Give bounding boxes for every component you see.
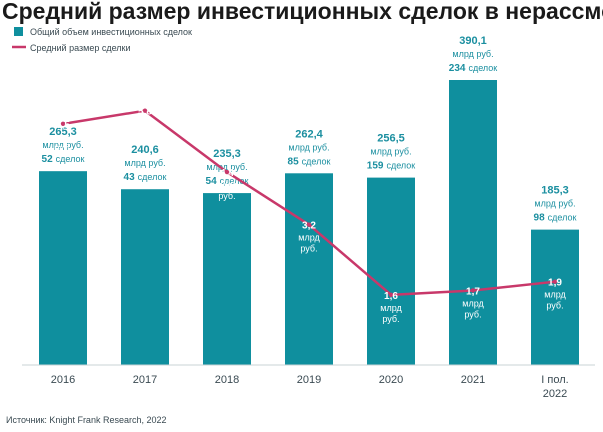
avg-deal-point [552, 279, 558, 284]
x-tick-label: 2019 [297, 374, 321, 386]
avg-deal-point [306, 222, 312, 227]
bar-value-label: 256,5 [377, 133, 405, 145]
bar-2018 [203, 193, 251, 365]
bar-deals-label: 54 сделок [206, 176, 249, 187]
avg-deal-unit-label: млрд [52, 132, 74, 142]
deals-count: 159 [367, 161, 384, 172]
deals-count: 98 [534, 213, 546, 224]
avg-deal-unit-label: руб. [382, 314, 399, 324]
x-ticks-layer: 2016 2017 2018 2019 2020 2021 I пол. 2022 [51, 374, 569, 400]
deals-count: 54 [206, 176, 218, 187]
bar-deals-label: 85 сделок [288, 156, 331, 167]
legend-line-label: Средний размер сделки [30, 43, 131, 53]
bars-layer [39, 80, 579, 365]
page-title: Средний размер инвестиционных сделок в н… [2, 0, 603, 24]
bar-value-label: 265,3 [49, 126, 77, 138]
avg-deal-unit-label: руб. [136, 130, 153, 140]
bar-deals-label: 98 сделок [534, 213, 577, 224]
deals-count: 43 [124, 172, 136, 183]
avg-deal-value-label: 5,5 [56, 120, 70, 131]
bar-unit-label: млрд руб. [452, 49, 493, 59]
avg-deal-point [142, 108, 148, 113]
legend-bar-label: Общий объем инвестиционных сделок [30, 27, 192, 37]
inbar-labels-layer: 5,5млрдруб.5,8млрдруб.4,4млрдруб.3,2млрд… [52, 107, 566, 324]
bar-I пол. 2022 [531, 229, 579, 365]
deals-word: сделок [386, 161, 415, 171]
avg-deal-unit-label: руб. [546, 301, 563, 311]
bar-unit-label: млрд руб. [370, 147, 411, 157]
bar-value-label: 390,1 [459, 35, 487, 47]
line-layer [60, 108, 558, 298]
avg-deal-value-label: 4,4 [220, 168, 234, 179]
avg-deal-value-label: 5,8 [138, 107, 152, 118]
avg-deal-unit-label: млрд [544, 290, 566, 300]
deals-word: сделок [548, 213, 577, 223]
deals-word: сделок [56, 154, 85, 164]
avg-deal-unit-label: руб. [218, 191, 235, 201]
deals-count: 234 [449, 63, 466, 74]
avg-deal-value-label: 1,9 [548, 278, 562, 289]
deals-word: сделок [138, 172, 167, 182]
bar-unit-label: млрд руб. [206, 162, 247, 172]
deals-count: 52 [42, 154, 54, 165]
avg-deal-unit-label: руб. [300, 244, 317, 254]
bar-value-label: 235,3 [213, 148, 241, 160]
x-tick-label: 2017 [133, 374, 157, 386]
bar-value-label: 185,3 [541, 185, 569, 197]
bar-value-label: 240,6 [131, 144, 159, 156]
bar-value-label: 262,4 [295, 128, 323, 140]
avg-deal-unit-label: млрд [462, 298, 484, 308]
deals-word: сделок [302, 156, 331, 166]
avg-deal-unit-label: млрд [380, 303, 402, 313]
x-tick-label: 2021 [461, 374, 485, 386]
avg-deal-point [470, 288, 476, 293]
avg-deal-unit-label: млрд [298, 233, 320, 243]
bar-unit-label: млрд руб. [288, 142, 329, 152]
bar-deals-label: 52 сделок [42, 154, 85, 165]
source-note: Источник: Knight Frank Research, 2022 [6, 415, 167, 425]
avg-deal-unit-label: руб. [54, 143, 71, 153]
legend-bar-swatch [14, 27, 23, 36]
x-tick-label: I пол. [541, 374, 568, 386]
bar-deals-label: 43 сделок [124, 172, 167, 183]
avg-deal-point [60, 121, 66, 127]
avg-deal-value-label: 3,2 [302, 221, 316, 232]
avg-deal-unit-label: руб. [464, 309, 481, 319]
bar-deals-label: 234 сделок [449, 63, 498, 74]
bar-2017 [121, 189, 169, 365]
avg-deal-value-label: 1,6 [384, 291, 398, 302]
bar-2020 [367, 177, 415, 365]
deals-count: 85 [288, 156, 300, 167]
deals-word: сделок [468, 63, 497, 73]
bar-deals-label: 159 сделок [367, 161, 416, 172]
bar-unit-label: млрд руб. [42, 140, 83, 150]
avg-deal-point [388, 292, 394, 298]
legend: Общий объем инвестиционных сделок Средни… [12, 27, 192, 53]
avg-deal-point [224, 169, 230, 175]
x-tick-label: 2016 [51, 374, 75, 386]
bar-2019 [285, 173, 333, 365]
bar-2021 [449, 80, 497, 365]
bar-unit-label: млрд руб. [534, 199, 575, 209]
avg-deal-value-label: 1,7 [466, 286, 480, 297]
bar-2016 [39, 171, 87, 365]
x-tick-label: 2022 [543, 388, 567, 400]
x-tick-label: 2018 [215, 374, 239, 386]
avg-deal-unit-label: млрд [134, 119, 156, 129]
x-tick-label: 2020 [379, 374, 403, 386]
avg-deal-unit-label: млрд [216, 180, 238, 190]
bar-unit-label: млрд руб. [124, 158, 165, 168]
deals-word: сделок [220, 176, 249, 186]
